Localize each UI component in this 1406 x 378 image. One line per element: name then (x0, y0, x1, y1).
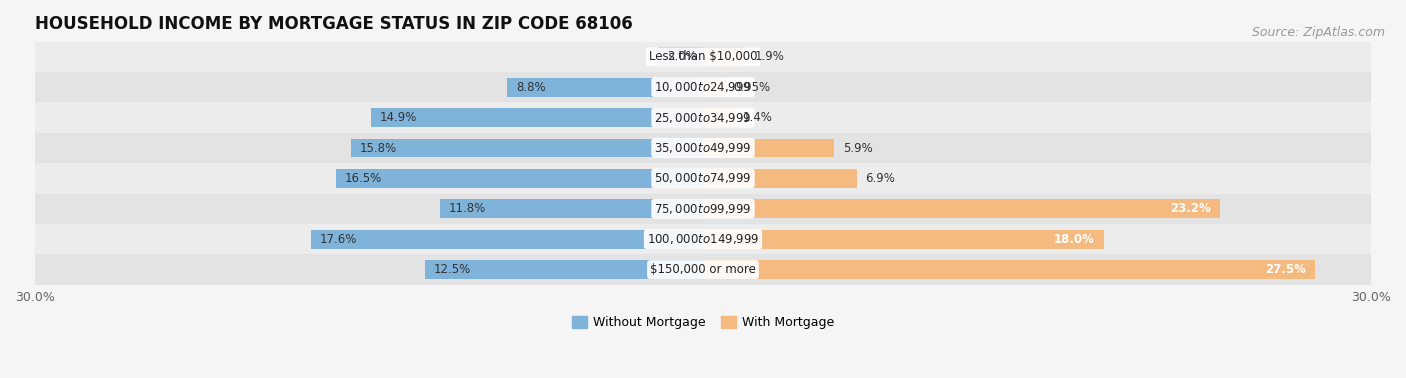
Bar (440, 199, 703, 218)
Text: 14.9%: 14.9% (380, 111, 418, 124)
Text: 8.8%: 8.8% (516, 81, 546, 94)
Bar (703, 230, 1104, 249)
Bar (508, 78, 703, 97)
Text: $75,000 to $99,999: $75,000 to $99,999 (654, 202, 752, 216)
Text: $10,000 to $24,999: $10,000 to $24,999 (654, 80, 752, 94)
Text: 18.0%: 18.0% (1054, 233, 1095, 246)
Text: Source: ZipAtlas.com: Source: ZipAtlas.com (1251, 26, 1385, 39)
Bar (703, 47, 745, 66)
Text: 5.9%: 5.9% (844, 141, 873, 155)
Text: $100,000 to $149,999: $100,000 to $149,999 (647, 232, 759, 246)
Text: 15.8%: 15.8% (360, 141, 396, 155)
Bar (703, 108, 734, 127)
Text: Less than $10,000: Less than $10,000 (648, 50, 758, 64)
Bar (703, 139, 834, 158)
Text: 12.5%: 12.5% (433, 263, 471, 276)
Bar (703, 78, 724, 97)
Bar (703, 199, 1219, 218)
Bar (371, 108, 703, 127)
Text: $35,000 to $49,999: $35,000 to $49,999 (654, 141, 752, 155)
Bar (425, 260, 703, 279)
Bar (35, 254, 1371, 285)
Text: 27.5%: 27.5% (1265, 263, 1306, 276)
Text: 16.5%: 16.5% (344, 172, 381, 185)
Text: 0.95%: 0.95% (733, 81, 770, 94)
Text: 6.9%: 6.9% (866, 172, 896, 185)
Text: $50,000 to $74,999: $50,000 to $74,999 (654, 171, 752, 186)
Text: 1.9%: 1.9% (754, 50, 785, 64)
Text: 23.2%: 23.2% (1170, 202, 1211, 215)
Bar (35, 163, 1371, 194)
Text: $25,000 to $34,999: $25,000 to $34,999 (654, 111, 752, 125)
Bar (35, 133, 1371, 163)
Text: 1.4%: 1.4% (744, 111, 773, 124)
Legend: Without Mortgage, With Mortgage: Without Mortgage, With Mortgage (567, 311, 839, 334)
Bar (336, 169, 703, 188)
Bar (703, 260, 1316, 279)
Text: 17.6%: 17.6% (321, 233, 357, 246)
Bar (311, 230, 703, 249)
Bar (35, 194, 1371, 224)
Text: 2.0%: 2.0% (668, 50, 697, 64)
Text: HOUSEHOLD INCOME BY MORTGAGE STATUS IN ZIP CODE 68106: HOUSEHOLD INCOME BY MORTGAGE STATUS IN Z… (35, 15, 633, 33)
Bar (35, 42, 1371, 72)
Bar (35, 102, 1371, 133)
Bar (703, 169, 856, 188)
Bar (658, 47, 703, 66)
Text: $150,000 or more: $150,000 or more (650, 263, 756, 276)
Bar (35, 72, 1371, 102)
Bar (35, 224, 1371, 254)
Text: 11.8%: 11.8% (449, 202, 486, 215)
Bar (352, 139, 703, 158)
